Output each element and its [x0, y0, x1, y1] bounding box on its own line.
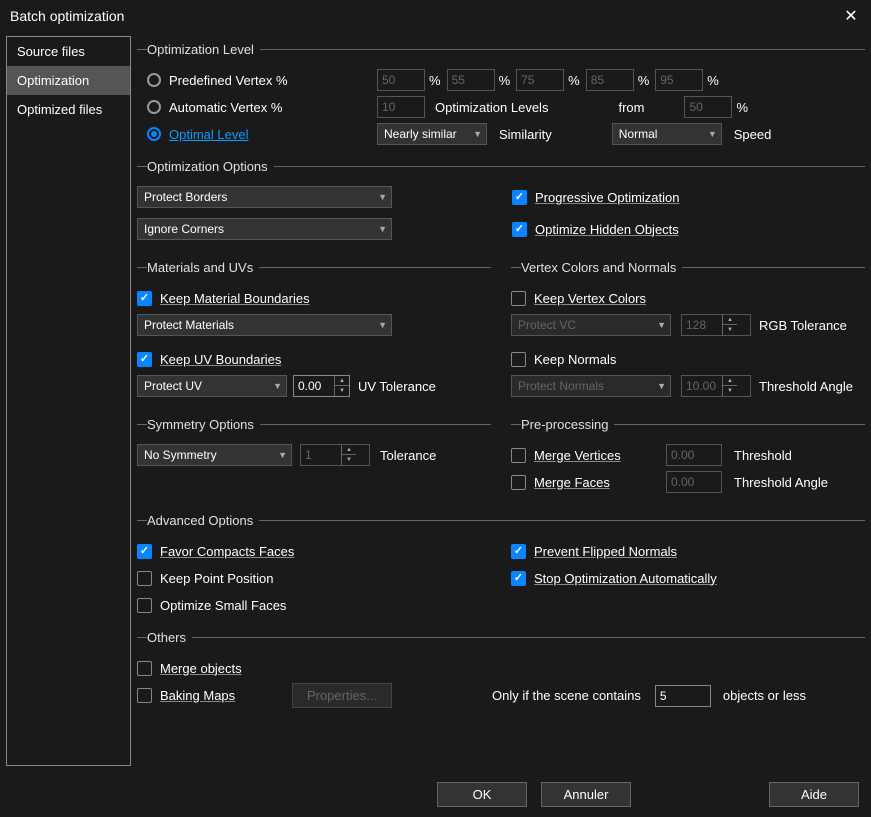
group-others: Others Merge objects Baking Maps Propert…	[137, 630, 865, 711]
legend-others: Others	[147, 630, 192, 645]
keep-point-checkbox[interactable]: Keep Point Position	[137, 571, 273, 586]
keep-normals-checkbox[interactable]: Keep Normals	[511, 352, 616, 367]
similarity-select[interactable]: Nearly similar▼	[377, 123, 487, 145]
predef-value-5[interactable]	[655, 69, 703, 91]
chevron-down-icon: ▼	[378, 192, 387, 202]
chevron-down-icon: ▼	[378, 224, 387, 234]
group-materials-uvs: Materials and UVs Keep Material Boundari…	[137, 260, 491, 401]
group-vertex-colors-normals: Vertex Colors and Normals Keep Vertex Co…	[511, 260, 865, 401]
ok-button[interactable]: OK	[437, 782, 527, 807]
optimize-small-checkbox[interactable]: Optimize Small Faces	[137, 598, 286, 613]
baking-maps-checkbox[interactable]: Baking Maps	[137, 688, 292, 703]
legend-preprocessing: Pre-processing	[521, 417, 614, 432]
radio-automatic-vertex[interactable]: Automatic Vertex %	[147, 100, 377, 115]
group-preprocessing: Pre-processing Merge Vertices Threshold …	[511, 417, 865, 497]
radio-predefined-vertex[interactable]: Predefined Vertex %	[147, 73, 377, 88]
chevron-down-icon: ▼	[657, 320, 666, 330]
keep-uv-checkbox[interactable]: Keep UV Boundaries	[137, 352, 281, 367]
sidebar-item-optimization[interactable]: Optimization	[7, 66, 130, 95]
legend-symmetry: Symmetry Options	[147, 417, 260, 432]
protect-uv-select[interactable]: Protect UV▼	[137, 375, 287, 397]
prevent-flipped-checkbox[interactable]: Prevent Flipped Normals	[511, 544, 677, 559]
sidebar-item-source-files[interactable]: Source files	[7, 37, 130, 66]
objects-count-input[interactable]	[655, 685, 711, 707]
chevron-down-icon: ▼	[273, 381, 282, 391]
threshold-angle-input: ▲▼	[681, 375, 751, 397]
protect-normals-select: Protect Normals▼	[511, 375, 671, 397]
group-symmetry: Symmetry Options No Symmetry▼ ▲▼ Toleran…	[137, 417, 491, 470]
group-advanced: Advanced Options Favor Compacts Faces Ke…	[137, 513, 865, 620]
keep-vertex-colors-checkbox[interactable]: Keep Vertex Colors	[511, 291, 646, 306]
merge-vertices-checkbox[interactable]: Merge Vertices	[511, 448, 666, 463]
ignore-corners-select[interactable]: Ignore Corners▼	[137, 218, 392, 240]
protect-vc-select: Protect VC▼	[511, 314, 671, 336]
symmetry-tolerance-input: ▲▼	[300, 444, 370, 466]
chevron-down-icon: ▼	[473, 129, 482, 139]
legend-optimization-options: Optimization Options	[147, 159, 274, 174]
auto-levels-input[interactable]	[377, 96, 425, 118]
progressive-checkbox[interactable]: Progressive Optimization	[512, 190, 680, 205]
group-optimization-level: Optimization Level Predefined Vertex % %…	[137, 42, 865, 149]
keep-material-checkbox[interactable]: Keep Material Boundaries	[137, 291, 310, 306]
chevron-down-icon: ▼	[378, 320, 387, 330]
predef-value-4[interactable]	[586, 69, 634, 91]
merge-objects-checkbox[interactable]: Merge objects	[137, 661, 242, 676]
legend-materials-uvs: Materials and UVs	[147, 260, 259, 275]
window-title: Batch optimization	[10, 8, 124, 24]
sidebar: Source files Optimization Optimized file…	[6, 36, 131, 766]
group-optimization-options: Optimization Options Protect Borders▼ Pr…	[137, 159, 865, 244]
symmetry-select[interactable]: No Symmetry▼	[137, 444, 292, 466]
uv-tolerance-input[interactable]: ▲▼	[293, 375, 350, 397]
stop-optimization-checkbox[interactable]: Stop Optimization Automatically	[511, 571, 717, 586]
cancel-button[interactable]: Annuler	[541, 782, 631, 807]
chevron-down-icon: ▼	[278, 450, 287, 460]
favor-compacts-checkbox[interactable]: Favor Compacts Faces	[137, 544, 294, 559]
predef-value-3[interactable]	[516, 69, 564, 91]
close-icon[interactable]: ✕	[841, 6, 861, 26]
speed-select[interactable]: Normal▼	[612, 123, 722, 145]
chevron-down-icon: ▼	[708, 129, 717, 139]
properties-button: Properties...	[292, 683, 392, 708]
sidebar-item-optimized-files[interactable]: Optimized files	[7, 95, 130, 124]
merge-faces-checkbox[interactable]: Merge Faces	[511, 475, 666, 490]
predef-value-1[interactable]	[377, 69, 425, 91]
legend-optimization-level: Optimization Level	[147, 42, 260, 57]
rgb-tolerance-input: ▲▼	[681, 314, 751, 336]
predef-value-2[interactable]	[447, 69, 495, 91]
protect-borders-select[interactable]: Protect Borders▼	[137, 186, 392, 208]
merge-vertices-threshold	[666, 444, 722, 466]
help-button[interactable]: Aide	[769, 782, 859, 807]
auto-from-input[interactable]	[684, 96, 732, 118]
merge-faces-threshold	[666, 471, 722, 493]
radio-optimal-level[interactable]: Optimal Level	[147, 127, 377, 142]
chevron-down-icon: ▼	[657, 381, 666, 391]
legend-advanced: Advanced Options	[147, 513, 259, 528]
protect-materials-select[interactable]: Protect Materials▼	[137, 314, 392, 336]
optimize-hidden-checkbox[interactable]: Optimize Hidden Objects	[512, 222, 679, 237]
legend-vertex-colors-normals: Vertex Colors and Normals	[521, 260, 682, 275]
